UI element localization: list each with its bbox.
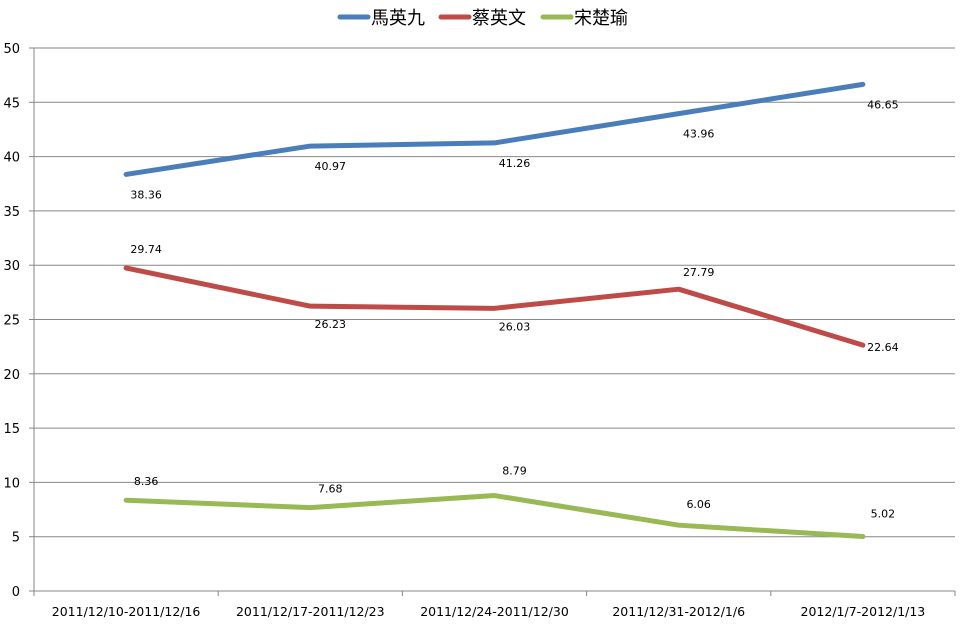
data-label: 40.97 (315, 160, 347, 173)
y-tick-label: 20 (3, 368, 20, 383)
data-label: 5.02 (871, 507, 896, 520)
y-tick-label: 5 (12, 531, 20, 546)
y-tick-label: 45 (3, 96, 20, 111)
legend-label: 宋楚瑜 (574, 8, 628, 29)
x-tick-label: 2011/12/31-2012/1/6 (612, 604, 745, 619)
y-tick-label: 0 (12, 585, 20, 600)
data-label: 8.36 (134, 475, 159, 488)
legend-label: 蔡英文 (472, 8, 526, 29)
series-line (126, 268, 863, 345)
data-label: 26.23 (315, 318, 347, 331)
x-tick-label: 2011/12/17-2011/12/23 (236, 604, 385, 619)
y-tick-label: 35 (3, 205, 20, 220)
data-label: 22.64 (867, 341, 899, 354)
y-tick-label: 10 (3, 476, 20, 491)
series-line (126, 496, 863, 537)
y-tick-label: 15 (3, 422, 20, 437)
data-label: 27.79 (683, 266, 715, 279)
y-tick-label: 30 (3, 259, 20, 274)
data-label: 8.79 (502, 465, 527, 478)
y-tick-label: 50 (3, 42, 20, 57)
x-tick-label: 2011/12/24-2011/12/30 (420, 604, 569, 619)
legend-label: 馬英九 (371, 8, 425, 29)
data-label: 26.03 (499, 320, 531, 333)
data-label: 43.96 (683, 128, 715, 141)
data-label: 38.36 (130, 188, 162, 201)
y-tick-label: 40 (3, 151, 20, 166)
data-label: 46.65 (867, 98, 899, 111)
x-tick-label: 2011/12/10-2011/12/16 (52, 604, 201, 619)
data-label: 29.74 (130, 243, 162, 256)
data-label: 7.68 (318, 483, 343, 496)
data-label: 41.26 (499, 157, 531, 170)
series-line (126, 84, 863, 174)
x-tick-label: 2012/1/7-2012/1/13 (801, 604, 926, 619)
y-tick-label: 25 (3, 314, 20, 329)
data-label: 6.06 (686, 498, 711, 511)
